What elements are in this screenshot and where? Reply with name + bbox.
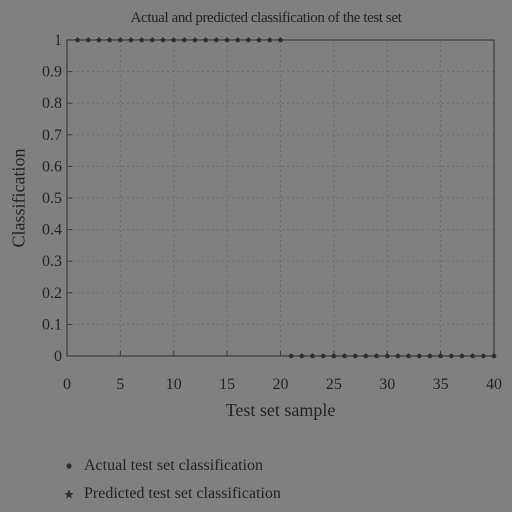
y-tick-label: 0.2 xyxy=(42,285,62,302)
chart-title: Actual and predicted classification of t… xyxy=(130,10,402,26)
predicted-point xyxy=(373,352,380,359)
grid-lines xyxy=(67,40,494,356)
y-tick-label: 0.4 xyxy=(42,222,62,239)
y-tick-label: 0.7 xyxy=(42,127,62,144)
series-predicted xyxy=(74,36,498,359)
predicted-point xyxy=(128,36,135,43)
legend-item-actual: Actual test set classification xyxy=(62,452,281,480)
predicted-point xyxy=(448,352,455,359)
predicted-point xyxy=(458,352,466,359)
predicted-point xyxy=(277,36,284,43)
predicted-point xyxy=(426,352,433,359)
predicted-point xyxy=(405,352,412,359)
predicted-point xyxy=(256,36,263,43)
predicted-point xyxy=(437,352,444,359)
predicted-point xyxy=(469,352,476,359)
predicted-point xyxy=(309,352,316,359)
y-tick-label: 0.6 xyxy=(42,158,62,175)
predicted-point xyxy=(480,352,487,359)
predicted-point xyxy=(288,352,295,359)
x-tick-label: 5 xyxy=(116,376,124,393)
predicted-point xyxy=(320,352,327,359)
predicted-point xyxy=(352,352,359,359)
predicted-point xyxy=(341,352,348,359)
predicted-point xyxy=(138,36,145,43)
circle-marker-icon xyxy=(66,463,72,469)
y-tick-label: 0.3 xyxy=(42,253,62,270)
predicted-point xyxy=(85,36,92,43)
axis-ticks: 0 5 10 15 20 25 30 35 40 0 0.1 0.2 0.3 0.4 0.5 0.6 0.7 0.… xyxy=(42,32,502,393)
x-axis-label: Test set sample xyxy=(225,400,336,420)
predicted-point xyxy=(490,352,498,359)
y-tick-label: 1 xyxy=(54,32,62,49)
x-tick-label: 10 xyxy=(166,376,182,393)
predicted-point xyxy=(362,352,369,359)
predicted-point xyxy=(192,36,199,43)
predicted-point xyxy=(266,36,273,43)
predicted-point xyxy=(224,36,231,43)
y-tick-label: 0.8 xyxy=(42,95,62,112)
star-marker-icon xyxy=(64,489,74,499)
predicted-point xyxy=(384,352,391,359)
legend: Actual test set classification Predicted… xyxy=(62,452,281,508)
y-axis-label: Classification xyxy=(8,148,29,248)
predicted-point xyxy=(245,36,252,43)
predicted-point xyxy=(160,36,167,43)
x-tick-label: 0 xyxy=(63,376,71,393)
predicted-point xyxy=(213,36,220,43)
predicted-point xyxy=(181,36,188,43)
predicted-point xyxy=(95,36,103,43)
legend-label-actual: Actual test set classification xyxy=(84,457,264,474)
x-tick-label: 40 xyxy=(486,376,502,393)
predicted-point xyxy=(74,36,81,43)
plot-area xyxy=(66,39,495,357)
y-tick-label: 0.9 xyxy=(42,64,62,81)
predicted-point xyxy=(330,352,337,359)
legend-label-predicted: Predicted test set classification xyxy=(84,485,281,502)
x-tick-label: 20 xyxy=(273,376,289,393)
legend-item-predicted: Predicted test set classification xyxy=(62,480,281,508)
x-tick-label: 25 xyxy=(326,376,342,393)
predicted-point xyxy=(170,36,177,43)
y-tick-label: 0 xyxy=(54,348,62,365)
predicted-point xyxy=(117,36,124,43)
predicted-point xyxy=(394,352,401,359)
predicted-point xyxy=(202,36,209,43)
x-tick-label: 15 xyxy=(219,376,235,393)
y-tick-label: 0.1 xyxy=(42,316,62,333)
y-tick-label: 0.5 xyxy=(42,190,62,207)
predicted-point xyxy=(106,36,113,43)
x-tick-label: 35 xyxy=(433,376,449,393)
predicted-point xyxy=(234,36,241,43)
predicted-point xyxy=(298,352,305,359)
predicted-point xyxy=(149,36,156,43)
predicted-point xyxy=(416,352,423,359)
x-tick-label: 30 xyxy=(379,376,395,393)
